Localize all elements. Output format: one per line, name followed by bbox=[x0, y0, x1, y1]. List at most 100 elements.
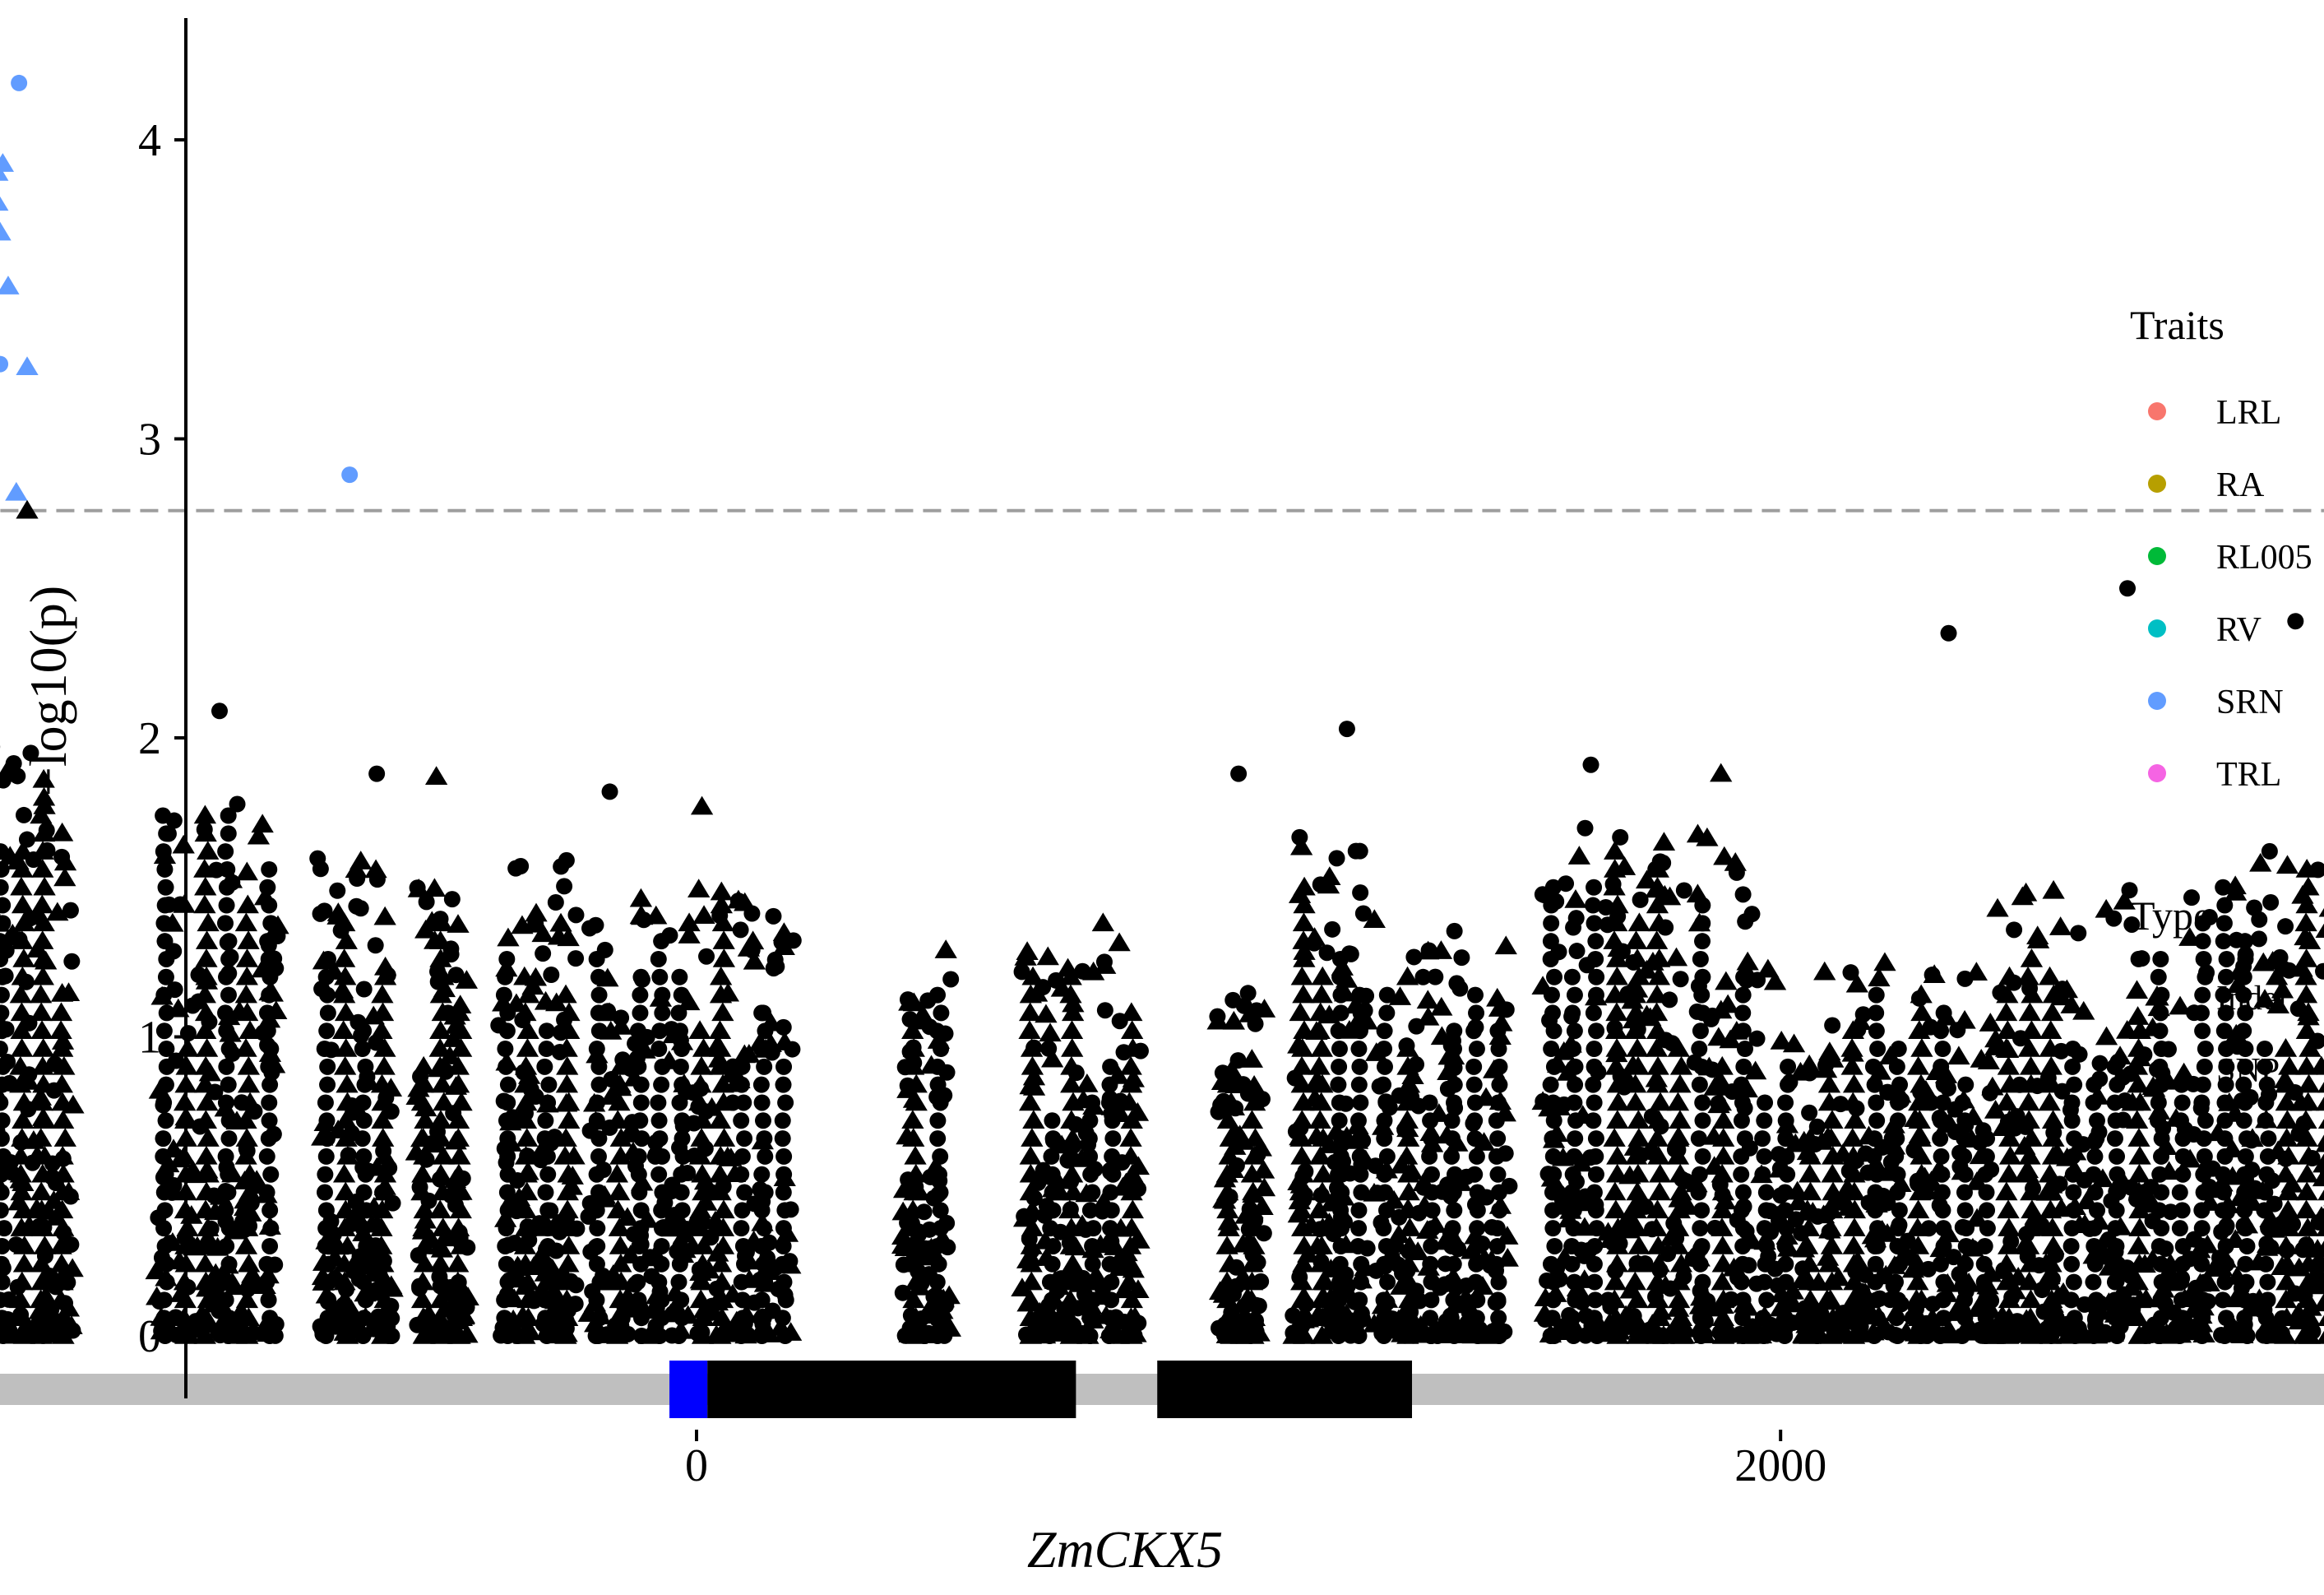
background-point bbox=[1469, 1220, 1486, 1237]
background-point bbox=[1712, 1289, 1735, 1309]
background-point bbox=[2174, 1202, 2191, 1219]
background-point bbox=[942, 971, 960, 988]
background-point bbox=[1956, 1166, 1974, 1183]
background-point bbox=[1734, 1328, 1752, 1344]
background-point bbox=[1013, 963, 1030, 981]
background-point bbox=[0, 950, 9, 967]
background-point bbox=[1081, 1148, 1099, 1165]
background-point bbox=[776, 1202, 794, 1219]
background-point bbox=[1019, 1002, 1042, 1022]
background-point bbox=[1957, 1237, 1974, 1254]
background-point bbox=[733, 1112, 750, 1129]
background-point bbox=[1120, 1002, 1143, 1022]
background-point bbox=[2318, 1155, 2324, 1165]
background-point bbox=[234, 912, 258, 932]
background-point bbox=[1799, 1145, 1822, 1165]
background-point bbox=[589, 1220, 606, 1237]
background-point bbox=[2296, 1217, 2319, 1236]
background-point bbox=[1331, 1041, 1348, 1058]
background-point bbox=[2062, 1291, 2080, 1309]
background-point bbox=[219, 860, 236, 878]
background-point bbox=[2218, 950, 2235, 967]
background-point bbox=[689, 1073, 712, 1093]
background-point bbox=[632, 968, 650, 985]
background-point bbox=[527, 916, 544, 933]
background-point bbox=[588, 1112, 605, 1129]
background-point bbox=[1422, 1255, 1439, 1273]
background-point bbox=[1243, 1092, 1266, 1111]
background-point bbox=[711, 1217, 735, 1236]
background-point bbox=[2194, 1076, 2211, 1093]
background-point bbox=[1817, 1092, 1841, 1111]
background-point bbox=[2017, 1110, 2040, 1129]
background-point bbox=[1241, 1199, 1264, 1219]
background-point bbox=[261, 897, 278, 914]
background-point bbox=[1331, 1255, 1349, 1273]
background-point bbox=[1934, 1094, 1951, 1111]
background-point bbox=[736, 1130, 753, 1148]
background-point bbox=[1754, 1310, 1771, 1327]
background-point bbox=[220, 1220, 238, 1237]
background-point bbox=[158, 950, 175, 967]
background-point bbox=[1332, 1202, 1349, 1219]
background-point bbox=[1692, 1328, 1710, 1344]
background-point bbox=[1652, 832, 1676, 851]
background-point bbox=[1352, 1004, 1369, 1022]
background-point bbox=[513, 1325, 536, 1344]
background-point bbox=[632, 1310, 650, 1327]
background-point bbox=[1669, 1253, 1693, 1273]
background-point bbox=[650, 1041, 668, 1058]
background-point bbox=[2216, 1094, 2234, 1111]
background-point bbox=[31, 1163, 54, 1183]
background-point bbox=[1292, 1092, 1315, 1111]
background-point bbox=[1646, 1289, 1669, 1309]
background-point bbox=[1019, 1289, 1042, 1309]
background-point bbox=[1587, 986, 1604, 1004]
background-point bbox=[197, 912, 220, 932]
background-point bbox=[1416, 990, 1439, 1009]
background-point bbox=[1924, 967, 1941, 984]
background-point bbox=[2089, 1202, 2106, 1219]
background-point bbox=[2275, 1253, 2299, 1273]
background-point bbox=[753, 1094, 771, 1111]
background-point bbox=[2278, 1055, 2301, 1075]
background-point bbox=[1216, 1289, 1239, 1309]
background-point bbox=[1421, 1094, 1438, 1111]
background-point bbox=[1758, 1291, 1775, 1309]
background-point bbox=[651, 968, 669, 985]
background-point bbox=[2235, 1076, 2252, 1093]
background-point bbox=[2196, 1273, 2213, 1291]
background-point bbox=[1442, 1273, 1460, 1291]
background-point bbox=[1489, 1130, 1507, 1148]
background-point bbox=[2153, 1148, 2170, 1165]
background-point bbox=[1397, 1073, 1421, 1093]
background-point bbox=[319, 1058, 336, 1075]
background-point bbox=[1310, 1325, 1334, 1344]
background-point bbox=[498, 1112, 515, 1129]
background-point bbox=[1586, 879, 1603, 896]
background-point bbox=[371, 1199, 394, 1219]
background-point bbox=[2217, 1220, 2234, 1237]
background-point bbox=[775, 1018, 792, 1036]
background-point bbox=[1542, 950, 1559, 967]
background-point bbox=[1375, 1076, 1392, 1093]
background-point bbox=[2294, 948, 2318, 967]
background-point bbox=[32, 1110, 55, 1129]
background-point bbox=[317, 1094, 334, 1111]
background-point bbox=[1292, 930, 1315, 949]
background-point bbox=[1626, 1181, 1649, 1201]
background-point bbox=[606, 1307, 630, 1326]
background-point bbox=[373, 1163, 397, 1183]
background-point bbox=[1956, 1291, 1974, 1309]
background-point bbox=[711, 1235, 735, 1254]
background-point bbox=[50, 822, 74, 842]
background-point bbox=[371, 1092, 394, 1111]
background-point bbox=[513, 966, 536, 985]
background-point bbox=[1567, 1291, 1584, 1309]
background-point bbox=[1821, 1163, 1844, 1183]
background-point bbox=[0, 1130, 10, 1148]
background-point bbox=[632, 1041, 649, 1058]
background-point bbox=[238, 1163, 262, 1183]
background-point bbox=[1544, 1310, 1561, 1327]
background-point bbox=[1331, 1094, 1348, 1111]
